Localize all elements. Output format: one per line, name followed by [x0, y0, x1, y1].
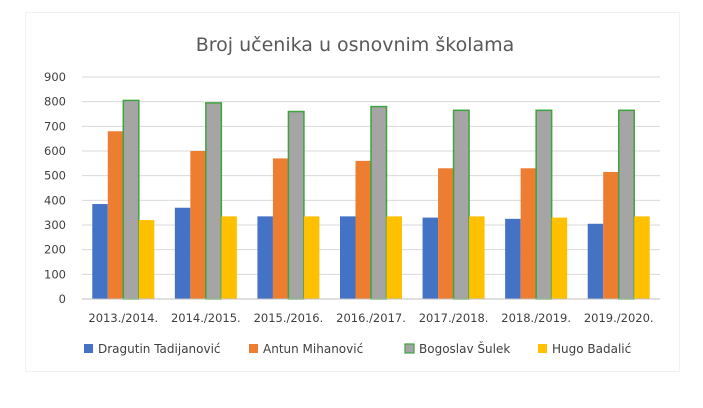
y-tick-label: 900 [44, 70, 66, 84]
legend-label: Dragutin Tadijanović [98, 342, 221, 356]
chart-title: Broj učenika u osnovnim školama [196, 34, 515, 56]
x-tick-label: 2019./2020. [584, 311, 654, 325]
bar [587, 223, 604, 299]
bar [287, 110, 305, 300]
legend-swatch [84, 344, 93, 353]
bar [221, 216, 237, 299]
y-tick-label: 300 [44, 218, 66, 232]
x-tick-label: 2015./2016. [254, 311, 324, 325]
bars [92, 99, 650, 300]
y-tick-label: 200 [44, 243, 66, 257]
y-tick-label: 500 [44, 169, 66, 183]
legend: Dragutin Tadijanović Antun Mihanović Bogos… [84, 341, 631, 356]
bar [122, 99, 140, 300]
bar [174, 207, 191, 299]
legend-swatch [404, 343, 415, 354]
y-tick-label: 400 [44, 193, 66, 207]
x-tick-label: 2017./2018. [419, 311, 489, 325]
bar [422, 217, 439, 299]
bar [370, 105, 388, 300]
legend-label: Hugo Badalić [552, 342, 631, 356]
chart-area-border [25, 12, 680, 372]
bar [340, 216, 356, 299]
y-tick-label: 800 [44, 95, 66, 109]
x-tick-label: 2016./2017. [336, 311, 406, 325]
legend-swatch [538, 344, 547, 353]
bar [551, 217, 568, 299]
bar [205, 102, 223, 300]
y-tick-label: 600 [44, 144, 66, 158]
bar [452, 109, 470, 300]
bar [386, 216, 402, 299]
bar [303, 216, 320, 299]
legend-label: Bogoslav Šulek [419, 341, 510, 356]
bar [438, 168, 454, 299]
y-tick-label: 100 [44, 267, 66, 281]
bar [634, 216, 650, 299]
bar [520, 168, 537, 299]
bar [469, 216, 485, 299]
bar [617, 109, 635, 300]
legend-swatch [249, 344, 258, 353]
bar [138, 220, 155, 299]
y-tick-label: 0 [59, 292, 66, 306]
x-tick-label: 2014./2015. [171, 311, 241, 325]
bar [107, 131, 124, 299]
x-tick-label: 2018./2019. [501, 311, 571, 325]
bar [355, 160, 371, 299]
bar [603, 171, 619, 299]
y-tick-label: 700 [44, 119, 66, 133]
x-axis: 2013./2014. 2014./2015. 2015./2016. 2016./2… [82, 298, 660, 325]
bar [272, 158, 289, 299]
y-axis: 0 100 200 300 400 500 600 700 800 900 [44, 70, 66, 306]
x-tick-label: 2013./2014. [88, 311, 158, 325]
bar [92, 204, 108, 299]
legend-label: Antun Mihanović [263, 342, 363, 356]
bar [257, 216, 273, 299]
bar [190, 151, 206, 299]
bar [535, 109, 553, 300]
bar [505, 218, 521, 299]
